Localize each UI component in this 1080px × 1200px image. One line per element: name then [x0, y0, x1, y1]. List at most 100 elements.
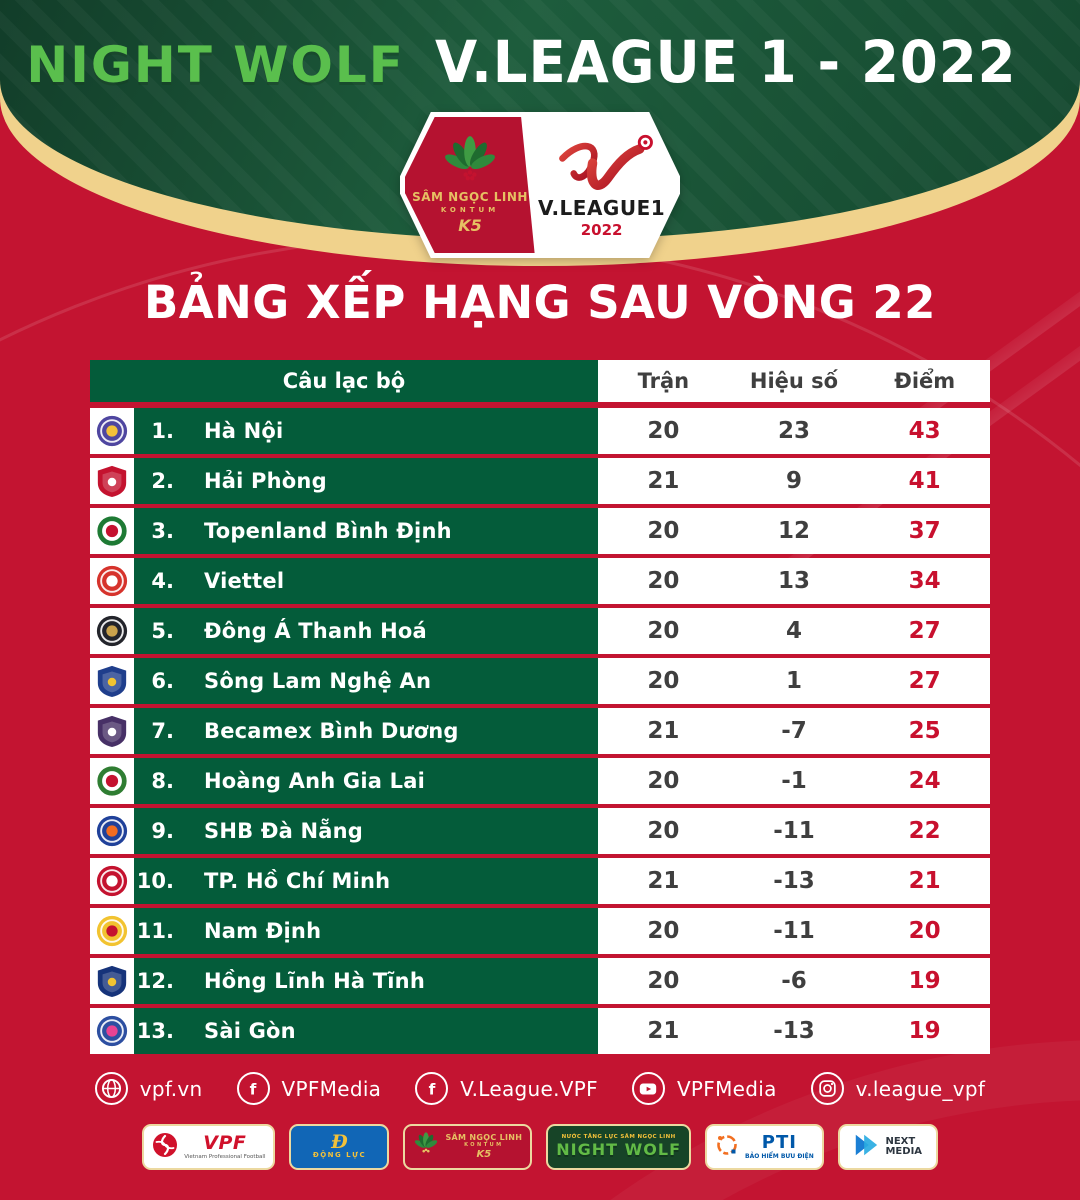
sponsor-name2: MEDIA: [885, 1146, 923, 1157]
background-arc-decor: [250, 1040, 1080, 1200]
goal-diff-value: -1: [781, 768, 807, 794]
table-row: 4. Viettel 20 13 34: [90, 558, 990, 604]
social-links-row: vpf.vn f VPFMedia f V.League.VPF VPFMedia v.le…: [0, 1072, 1080, 1105]
stats-cells: 20 13 34: [598, 558, 990, 604]
sponsor-logo-dongluc: Đ ĐỘNG LỰC: [289, 1124, 390, 1170]
rank-number: 11.: [136, 919, 174, 943]
club-name: TP. Hồ Chí Minh: [204, 869, 391, 893]
social-link-v-league-vpf[interactable]: f V.League.VPF: [415, 1072, 598, 1105]
club-name-cell: 1. Hà Nội: [134, 408, 598, 454]
club-logo: [90, 908, 134, 954]
stats-cells: 20 -1 24: [598, 758, 990, 804]
vleague-swoosh-icon: [558, 134, 653, 190]
social-handle: vpf.vn: [139, 1076, 203, 1101]
goal-diff-value: -13: [773, 868, 815, 894]
club-name: SHB Đà Nẵng: [204, 819, 364, 843]
points-value: 37: [908, 518, 941, 544]
club-name-cell: 4. Viettel: [134, 558, 598, 604]
header-goal-diff: Hiệu số: [749, 369, 839, 393]
night-wolf-wordmark: NIGHT WOLF: [26, 36, 405, 94]
club-name: Becamex Bình Dương: [204, 719, 459, 743]
stats-cells: 20 -11 20: [598, 908, 990, 954]
header-club: Câu lạc bộ: [90, 360, 598, 402]
club-logo: [90, 808, 134, 854]
points-value: 19: [908, 968, 941, 994]
points-value: 19: [908, 1018, 941, 1044]
goal-diff-value: -6: [781, 968, 807, 994]
club-logo: [90, 608, 134, 654]
rank-number: 4.: [151, 569, 174, 593]
facebook-icon: f: [236, 1072, 270, 1105]
svg-text:f: f: [250, 1080, 257, 1098]
goal-diff-value: 1: [786, 668, 803, 694]
table-row: 5. Đông Á Thanh Hoá 20 4 27: [90, 608, 990, 654]
stats-cells: 21 -13 21: [598, 858, 990, 904]
league-wordmark: V.LEAGUE 1 - 2022: [434, 28, 1017, 96]
league-badge: SÂM NGỌC LINH KONTUM K5 V.LEAGUE1 2022: [400, 112, 680, 258]
rank-number: 7.: [151, 719, 174, 743]
club-name: Hoàng Anh Gia Lai: [204, 769, 425, 793]
club-name-cell: 11. Nam Định: [134, 908, 598, 954]
header-matches: Trận: [637, 369, 690, 393]
pti-circle-icon: [715, 1133, 739, 1161]
sponsor-name: PTI: [761, 1131, 797, 1153]
matches-value: 21: [647, 468, 680, 494]
club-name-cell: 13. Sài Gòn: [134, 1008, 598, 1054]
club-logo: [90, 508, 134, 554]
club-name: Topenland Bình Định: [204, 519, 452, 543]
club-name-cell: 3. Topenland Bình Định: [134, 508, 598, 554]
club-name-cell: 10. TP. Hồ Chí Minh: [134, 858, 598, 904]
matches-value: 21: [647, 1018, 680, 1044]
stats-cells: 21 -13 19: [598, 1008, 990, 1054]
club-name: Đông Á Thanh Hoá: [204, 619, 427, 643]
goal-diff-value: 9: [786, 468, 803, 494]
stats-cells: 20 -6 19: [598, 958, 990, 1004]
rank-number: 8.: [151, 769, 174, 793]
sponsor-region: KONTUM: [464, 1142, 504, 1149]
sponsor-name: SÂM NGỌC LINH: [445, 1132, 523, 1142]
club-name: Sài Gòn: [204, 1019, 296, 1043]
sponsor-subtext: Vietnam Professional Football: [184, 1153, 266, 1160]
matches-value: 21: [647, 868, 680, 894]
rank-number: 6.: [151, 669, 174, 693]
table-row: 7. Becamex Bình Dương 21 -7 25: [90, 708, 990, 754]
sponsor-subtext: BẢO HIỂM BƯU ĐIỆN: [745, 1152, 814, 1160]
sponsor-k5: K5: [476, 1148, 492, 1160]
social-link-vpf-vn[interactable]: vpf.vn: [94, 1072, 203, 1105]
table-row: 3. Topenland Bình Định 20 12 37: [90, 508, 990, 554]
matches-value: 20: [647, 568, 680, 594]
club-logo: [90, 758, 134, 804]
goal-diff-value: -13: [773, 1018, 815, 1044]
social-link-vpfmedia[interactable]: VPFMedia: [631, 1072, 777, 1105]
club-name-cell: 12. Hồng Lĩnh Hà Tĩnh: [134, 958, 598, 1004]
social-handle: v.league_vpf: [855, 1076, 986, 1101]
points-value: 25: [908, 718, 941, 744]
sponsor-name: ĐỘNG LỰC: [312, 1151, 367, 1160]
club-name: Viettel: [204, 569, 285, 593]
table-header-row: Câu lạc bộ Trận Hiệu số Điểm: [90, 360, 990, 402]
matches-value: 20: [647, 618, 680, 644]
table-row: 9. SHB Đà Nẵng 20 -11 22: [90, 808, 990, 854]
points-value: 34: [908, 568, 941, 594]
sponsor-logo-pti: PTI BẢO HIỂM BƯU ĐIỆN: [705, 1124, 824, 1170]
stats-cells: 20 1 27: [598, 658, 990, 704]
goal-diff-value: -11: [773, 818, 815, 844]
rank-number: 3.: [151, 519, 174, 543]
sponsor-logo-nightwolf: NƯỚC TĂNG LỰC SÂM NGỌC LINH NIGHT WOLF: [546, 1124, 692, 1170]
club-logo: [90, 1008, 134, 1054]
club-name: Nam Định: [204, 919, 322, 943]
points-value: 43: [908, 418, 941, 444]
page-title: BẢNG XẾP HẠNG SAU VÒNG 22: [144, 276, 936, 329]
rank-number: 2.: [151, 469, 174, 493]
stats-cells: 20 -11 22: [598, 808, 990, 854]
matches-value: 20: [647, 818, 680, 844]
social-link-vpfmedia[interactable]: f VPFMedia: [236, 1072, 382, 1105]
club-logo: [90, 408, 134, 454]
social-handle: V.League.VPF: [460, 1076, 598, 1101]
social-link-v-league-vpf[interactable]: v.league_vpf: [810, 1072, 986, 1105]
matches-value: 20: [647, 968, 680, 994]
stats-cells: 21 9 41: [598, 458, 990, 504]
points-value: 20: [908, 918, 941, 944]
club-name-cell: 7. Becamex Bình Dương: [134, 708, 598, 754]
club-logo: [90, 858, 134, 904]
